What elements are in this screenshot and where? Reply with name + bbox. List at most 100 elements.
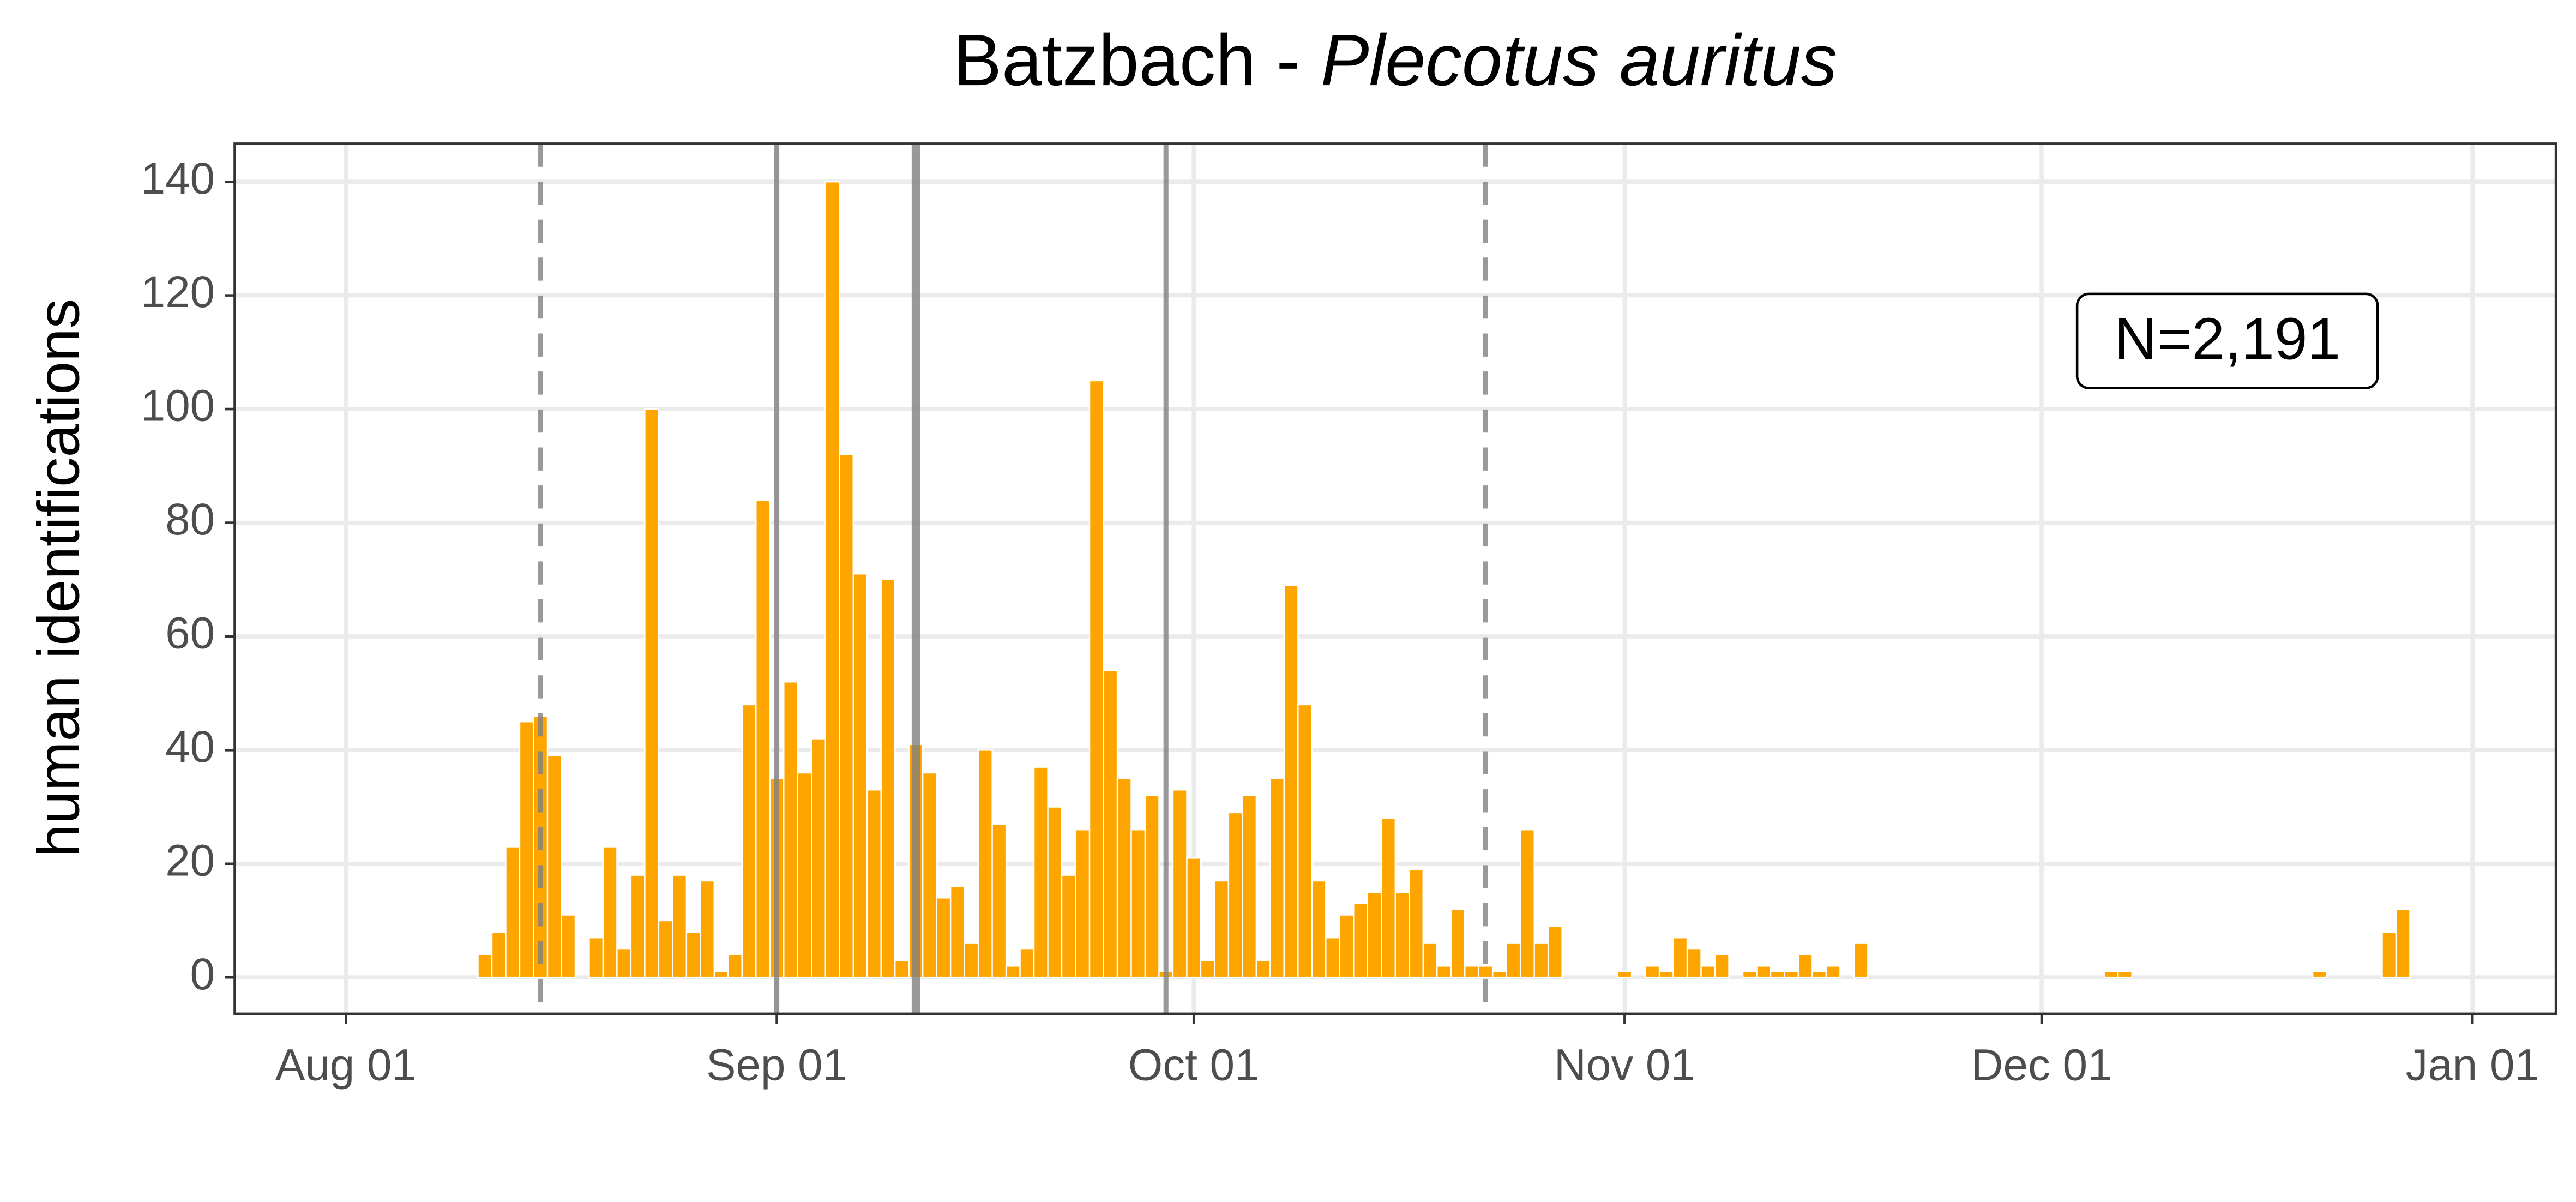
plot-area: 0 20 40 60 80 100 120 140 Aug 01 Sep 01 Oct 01 Nov … (141, 142, 2557, 1090)
y-tick-label: 120 (141, 267, 215, 317)
bar (1811, 971, 1827, 978)
bar (894, 959, 910, 978)
bar (2117, 971, 2133, 978)
bar (561, 914, 576, 978)
bar (700, 880, 715, 978)
bar (866, 789, 882, 978)
bar (519, 721, 534, 978)
bar (1547, 925, 1563, 978)
chart-title: Batzbach - Plecotus auritus (953, 20, 1837, 101)
title-species: Plecotus auritus (1321, 20, 1838, 101)
bar (1172, 789, 1188, 978)
bar (2381, 931, 2397, 978)
bar (1214, 880, 1230, 978)
bar (1770, 971, 1785, 978)
bar (644, 408, 660, 978)
bar (1103, 670, 1118, 978)
bar (1242, 795, 1257, 978)
bar (1325, 937, 1341, 978)
bar (2103, 971, 2119, 978)
bar (1506, 942, 1521, 978)
bar (1686, 948, 1702, 978)
bar (1144, 795, 1160, 978)
bar (1422, 942, 1438, 978)
x-tick-label: Sep 01 (706, 1040, 847, 1090)
bar (672, 874, 688, 978)
bar (1019, 948, 1035, 978)
bar (1617, 971, 1633, 978)
bar (797, 772, 812, 978)
bar (1756, 965, 1772, 978)
bar (1409, 868, 1424, 978)
bar (2312, 971, 2327, 978)
y-tick-label: 40 (165, 722, 215, 772)
x-tick-label: Nov 01 (1554, 1040, 1695, 1090)
bar (1283, 584, 1299, 978)
annotation-box (2075, 292, 2379, 389)
bar (1464, 965, 1479, 978)
bar (1825, 965, 1841, 978)
bar (1784, 971, 1799, 978)
bar (1436, 965, 1452, 978)
bar (839, 454, 854, 978)
bar (1491, 971, 1507, 978)
bar (1269, 778, 1285, 978)
bar (1533, 942, 1549, 978)
bar (811, 738, 826, 978)
bar (1005, 965, 1021, 978)
bar (1061, 874, 1076, 978)
bar (1797, 954, 1813, 978)
bar (1200, 959, 1215, 978)
bar (630, 874, 646, 978)
annotation: N=2,191 (2114, 305, 2340, 372)
bar (1130, 829, 1146, 978)
bar (727, 954, 743, 978)
bar (755, 499, 771, 978)
y-axis-label: human identifications (25, 299, 92, 857)
bar (1186, 857, 1202, 978)
bar (546, 755, 562, 978)
bar (1853, 942, 1869, 978)
bar (1394, 891, 1410, 978)
bar (713, 971, 729, 978)
bar (880, 579, 896, 978)
bar (602, 846, 618, 978)
x-tick-label: Dec 01 (1971, 1040, 2112, 1090)
x-tick-label: Aug 01 (275, 1040, 417, 1090)
y-tick-label: 0 (190, 949, 215, 999)
y-tick-label: 100 (141, 381, 215, 431)
bar (991, 823, 1007, 978)
y-tick-label: 60 (165, 608, 215, 658)
bar (1700, 965, 1716, 978)
y-tick-label: 80 (165, 495, 215, 544)
bar (616, 948, 632, 978)
bar (1381, 818, 1396, 978)
bar (824, 181, 840, 978)
bar (1116, 778, 1132, 978)
bar (477, 954, 493, 978)
bar (1047, 806, 1063, 978)
bar (1297, 704, 1313, 978)
bar (1658, 971, 1674, 978)
bar (977, 749, 993, 978)
y-tick-label: 140 (141, 154, 215, 203)
bar (852, 573, 868, 978)
title-site: Batzbach - (953, 20, 1301, 101)
bar (1367, 891, 1382, 978)
bar (1227, 812, 1243, 978)
bar (658, 919, 673, 978)
bar (505, 846, 521, 978)
bar (783, 681, 798, 978)
x-tick-label: Jan 01 (2405, 1040, 2539, 1090)
bar (588, 937, 604, 978)
bar (2395, 908, 2411, 978)
bar (1255, 959, 1271, 978)
bar (1645, 965, 1660, 978)
bar (1519, 829, 1535, 978)
bar (1088, 380, 1104, 978)
plot-border (233, 142, 2557, 1015)
bar (1339, 914, 1355, 978)
bar (741, 704, 757, 978)
